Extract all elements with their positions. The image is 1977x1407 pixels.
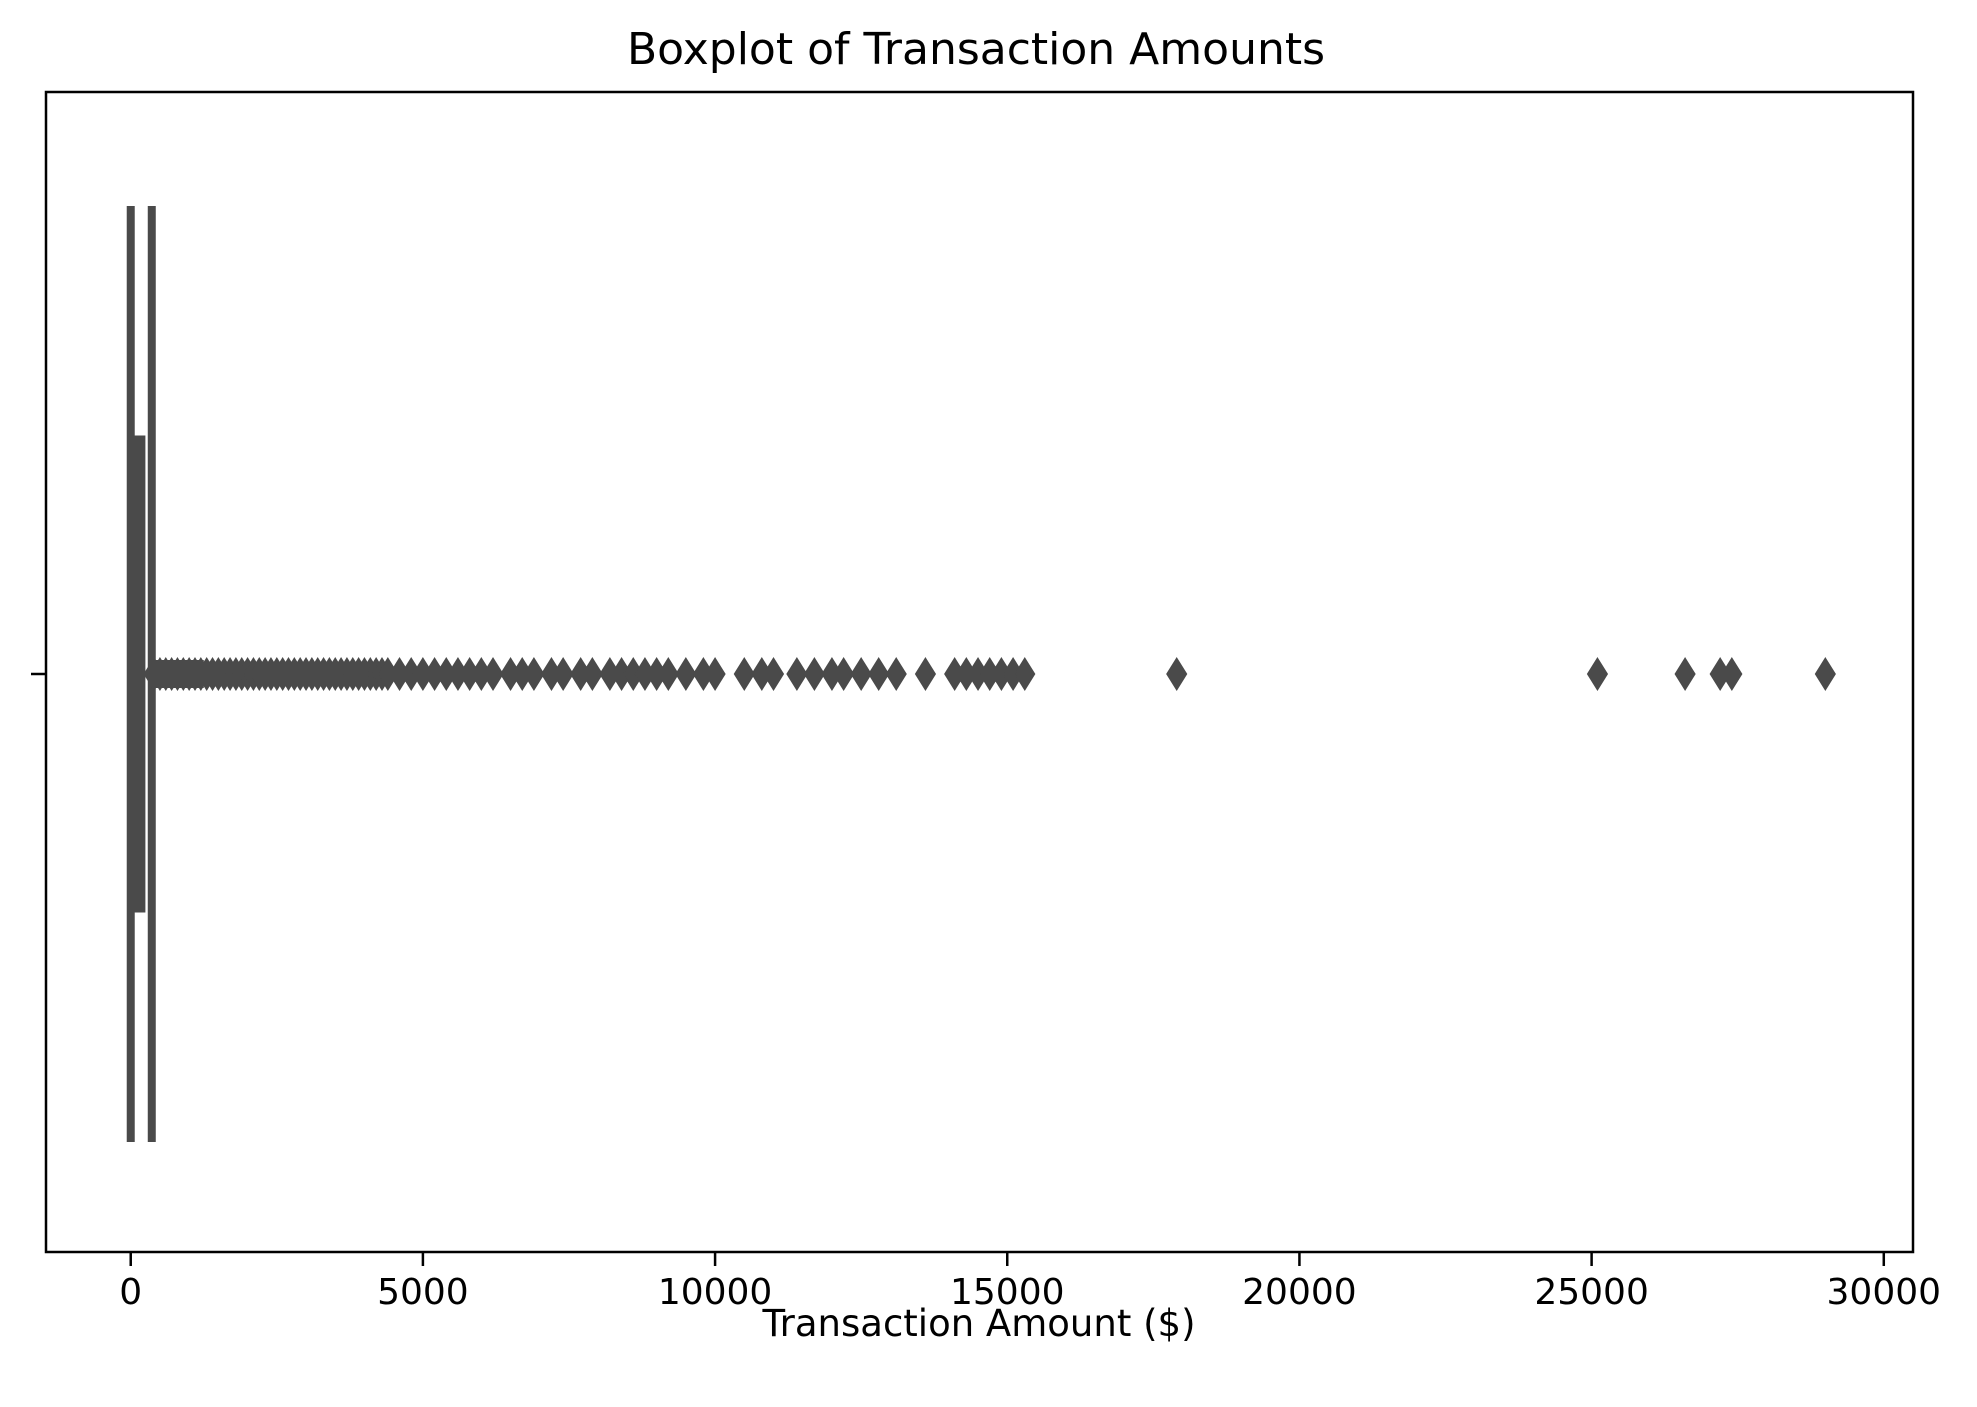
chart-title: Boxplot of Transaction Amounts: [627, 24, 1325, 75]
outlier-point: [786, 657, 808, 691]
outlier-point: [914, 657, 937, 691]
outlier-point: [704, 657, 726, 691]
outlier-point: [675, 657, 697, 691]
outlier-point: [1166, 657, 1188, 691]
outlier-point: [733, 657, 755, 691]
outlier-point: [552, 657, 574, 691]
x-tick-label: 25000: [1534, 1272, 1649, 1313]
outlier-point: [868, 657, 890, 691]
outlier-point: [1814, 657, 1836, 691]
x-tick-label: 20000: [1242, 1272, 1357, 1313]
plot-area-frame: [44, 90, 1915, 1254]
outlier-points: [143, 657, 1836, 691]
outlier-point: [803, 657, 826, 691]
x-tick-label: 30000: [1827, 1272, 1942, 1313]
outlier-point: [850, 657, 872, 691]
x-tick-label: 5000: [377, 1272, 469, 1313]
outlier-point: [762, 657, 785, 691]
outlier-point: [1674, 657, 1696, 691]
outlier-point: [581, 657, 603, 691]
x-tick-label: 10000: [658, 1272, 773, 1313]
x-tick-label: 0: [119, 1272, 142, 1313]
x-tick-label: 15000: [950, 1272, 1065, 1313]
outlier-point: [833, 657, 855, 691]
outlier-point: [1586, 657, 1609, 691]
x-axis-ticks: 0 5000 10000 15000 20000 25000 30000: [119, 1252, 1941, 1313]
x-axis-label: Transaction Amount ($): [762, 1302, 1196, 1345]
outlier-point: [885, 657, 907, 691]
outlier-point: [523, 657, 545, 691]
outlier-point: [657, 657, 679, 691]
iqr-box: [128, 435, 146, 913]
outlier-point: [1721, 657, 1743, 691]
outlier-point: [482, 657, 504, 691]
outlier-point: [1014, 657, 1036, 691]
